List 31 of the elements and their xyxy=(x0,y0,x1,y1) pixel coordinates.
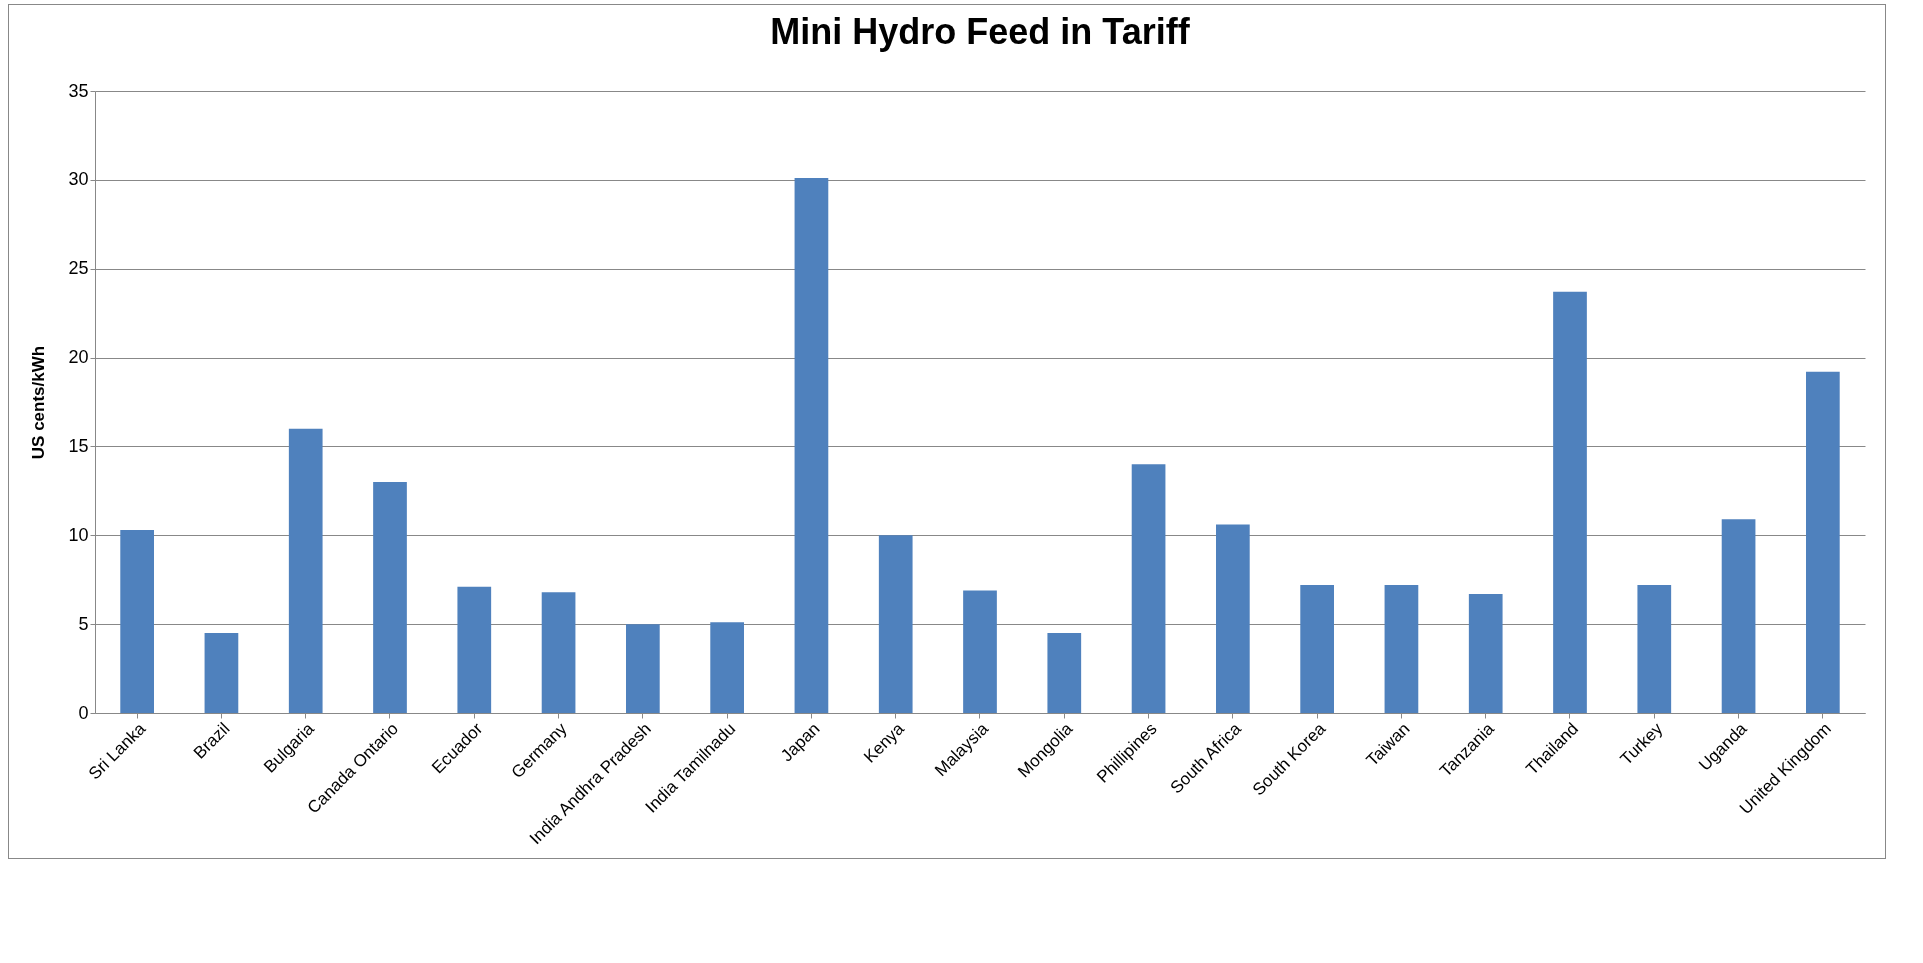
bar xyxy=(204,633,239,713)
bar xyxy=(710,622,744,713)
bar xyxy=(288,428,323,713)
bar xyxy=(541,592,576,713)
bar xyxy=(1637,585,1672,713)
bar xyxy=(120,529,154,713)
chart-title: Mini Hydro Feed in Tariff xyxy=(770,11,1191,52)
bar xyxy=(626,624,660,713)
bar xyxy=(457,586,492,713)
bar xyxy=(1216,524,1250,713)
bar xyxy=(878,535,913,713)
bar xyxy=(1721,519,1756,713)
y-tick-label: 5 xyxy=(78,613,89,634)
bar xyxy=(1468,593,1503,713)
y-tick-label: 30 xyxy=(68,169,89,190)
bar xyxy=(1384,585,1419,713)
bar xyxy=(1047,633,1082,713)
y-tick-label: 20 xyxy=(68,347,89,368)
y-tick-label: 15 xyxy=(68,435,89,456)
y-tick-label: 0 xyxy=(78,702,89,723)
y-axis-title: US cents/kWh xyxy=(29,345,49,460)
bar xyxy=(1131,464,1166,713)
y-tick-label: 35 xyxy=(68,80,89,101)
bar xyxy=(1553,291,1587,713)
bar xyxy=(963,590,997,713)
bar xyxy=(373,481,407,713)
y-tick-label: 10 xyxy=(68,524,89,545)
y-tick-label: 25 xyxy=(68,258,89,279)
bar xyxy=(1806,371,1840,713)
bar xyxy=(1300,585,1334,713)
bar xyxy=(794,178,829,713)
